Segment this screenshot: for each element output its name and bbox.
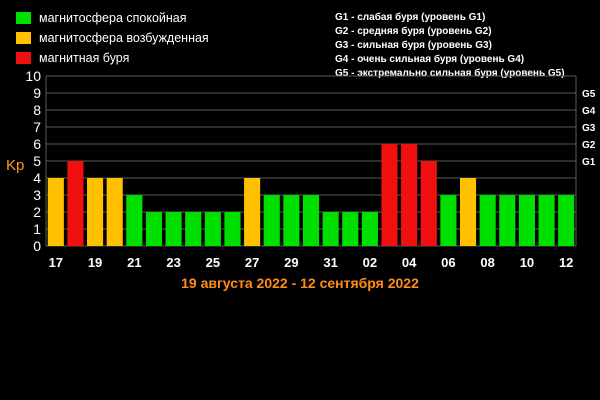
bar-06: [440, 195, 457, 246]
bar-28: [263, 195, 280, 246]
bar-11: [538, 195, 555, 246]
y-tick-label: 0: [33, 238, 41, 254]
x-tick-label: 08: [480, 255, 494, 270]
bar-29: [283, 195, 300, 246]
g-scale-tick-label: G4: [582, 106, 596, 117]
x-tick-label: 23: [166, 255, 180, 270]
bar-26: [224, 212, 241, 246]
y-tick-label: 10: [25, 68, 41, 84]
legend-label-quiet: магнитосфера спокойная: [39, 11, 187, 25]
g-scale-tick-label: G2: [582, 140, 596, 151]
bar-03: [381, 144, 398, 246]
g-scale-item-g1: G1 - слабая буря (уровень G1): [335, 12, 486, 23]
legend-item-excited: магнитосфера возбужденная: [16, 28, 209, 48]
bar-02: [361, 212, 378, 246]
bar-18: [67, 161, 84, 246]
x-tick-label: 21: [127, 255, 141, 270]
bar-24: [185, 212, 202, 246]
bar-12: [558, 195, 575, 246]
x-tick-label: 04: [402, 255, 417, 270]
bar-05: [420, 161, 437, 246]
g-scale-tick-label: G1: [582, 157, 596, 168]
g-scale-item-g5: G5 - экстремально сильная буря (уровень …: [335, 68, 565, 79]
y-tick-label: 2: [33, 204, 41, 220]
legend-swatch-quiet: [16, 12, 31, 24]
y-tick-label: 6: [33, 136, 41, 152]
bar-31: [322, 212, 339, 246]
x-tick-label: 19: [88, 255, 102, 270]
g-scale-item-g2: G2 - средняя буря (уровень G2): [335, 26, 492, 37]
x-tick-label: 25: [206, 255, 220, 270]
bar-27: [244, 178, 261, 246]
x-axis-label: 19 августа 2022 - 12 сентября 2022: [181, 275, 419, 291]
g-scale-tick-label: G3: [582, 123, 596, 134]
g-scale-item-g4: G4 - очень сильная буря (уровень G4): [335, 54, 525, 65]
g-scale-item-g3: G3 - сильная буря (уровень G3): [335, 40, 492, 51]
bar-04: [401, 144, 418, 246]
x-tick-label: 06: [441, 255, 455, 270]
legend-label-excited: магнитосфера возбужденная: [39, 31, 209, 45]
legend-swatch-storm: [16, 52, 31, 64]
g-scale-tick-label: G5: [582, 89, 596, 100]
legend: магнитосфера спокойная магнитосфера возб…: [16, 8, 209, 68]
y-tick-label: 5: [33, 153, 41, 169]
bar-10: [518, 195, 535, 246]
bar-01: [342, 212, 359, 246]
bar-07: [459, 178, 477, 246]
bars: [47, 144, 575, 246]
x-tick-label: 12: [559, 255, 573, 270]
legend-item-storm: магнитная буря: [16, 48, 209, 68]
bar-17: [47, 178, 64, 246]
bar-20: [106, 178, 123, 246]
legend-label-storm: магнитная буря: [39, 51, 130, 65]
y-tick-label: 7: [33, 119, 41, 135]
legend-item-quiet: магнитосфера спокойная: [16, 8, 209, 28]
x-tick-label: 10: [520, 255, 534, 270]
y-axis-label: Kp: [6, 157, 24, 174]
x-tick-label: 02: [363, 255, 377, 270]
x-tick-label: 29: [284, 255, 298, 270]
y-tick-label: 9: [33, 85, 41, 101]
bar-22: [145, 212, 163, 246]
x-tick-label: 31: [323, 255, 337, 270]
y-tick-label: 4: [33, 170, 41, 186]
y-tick-label: 1: [33, 221, 41, 237]
bar-21: [126, 195, 143, 246]
legend-swatch-excited: [16, 32, 31, 44]
y-tick-label: 3: [33, 187, 41, 203]
bar-30: [302, 195, 320, 246]
y-tick-label: 8: [33, 102, 41, 118]
bar-19: [87, 178, 104, 246]
bar-08: [479, 195, 496, 246]
bar-25: [204, 212, 221, 246]
x-tick-label: 27: [245, 255, 259, 270]
x-tick-label: 17: [49, 255, 63, 270]
bar-09: [499, 195, 516, 246]
g-scale-legend: G1 - слабая буря (уровень G1) G2 - средн…: [335, 11, 565, 81]
bar-23: [165, 212, 182, 246]
